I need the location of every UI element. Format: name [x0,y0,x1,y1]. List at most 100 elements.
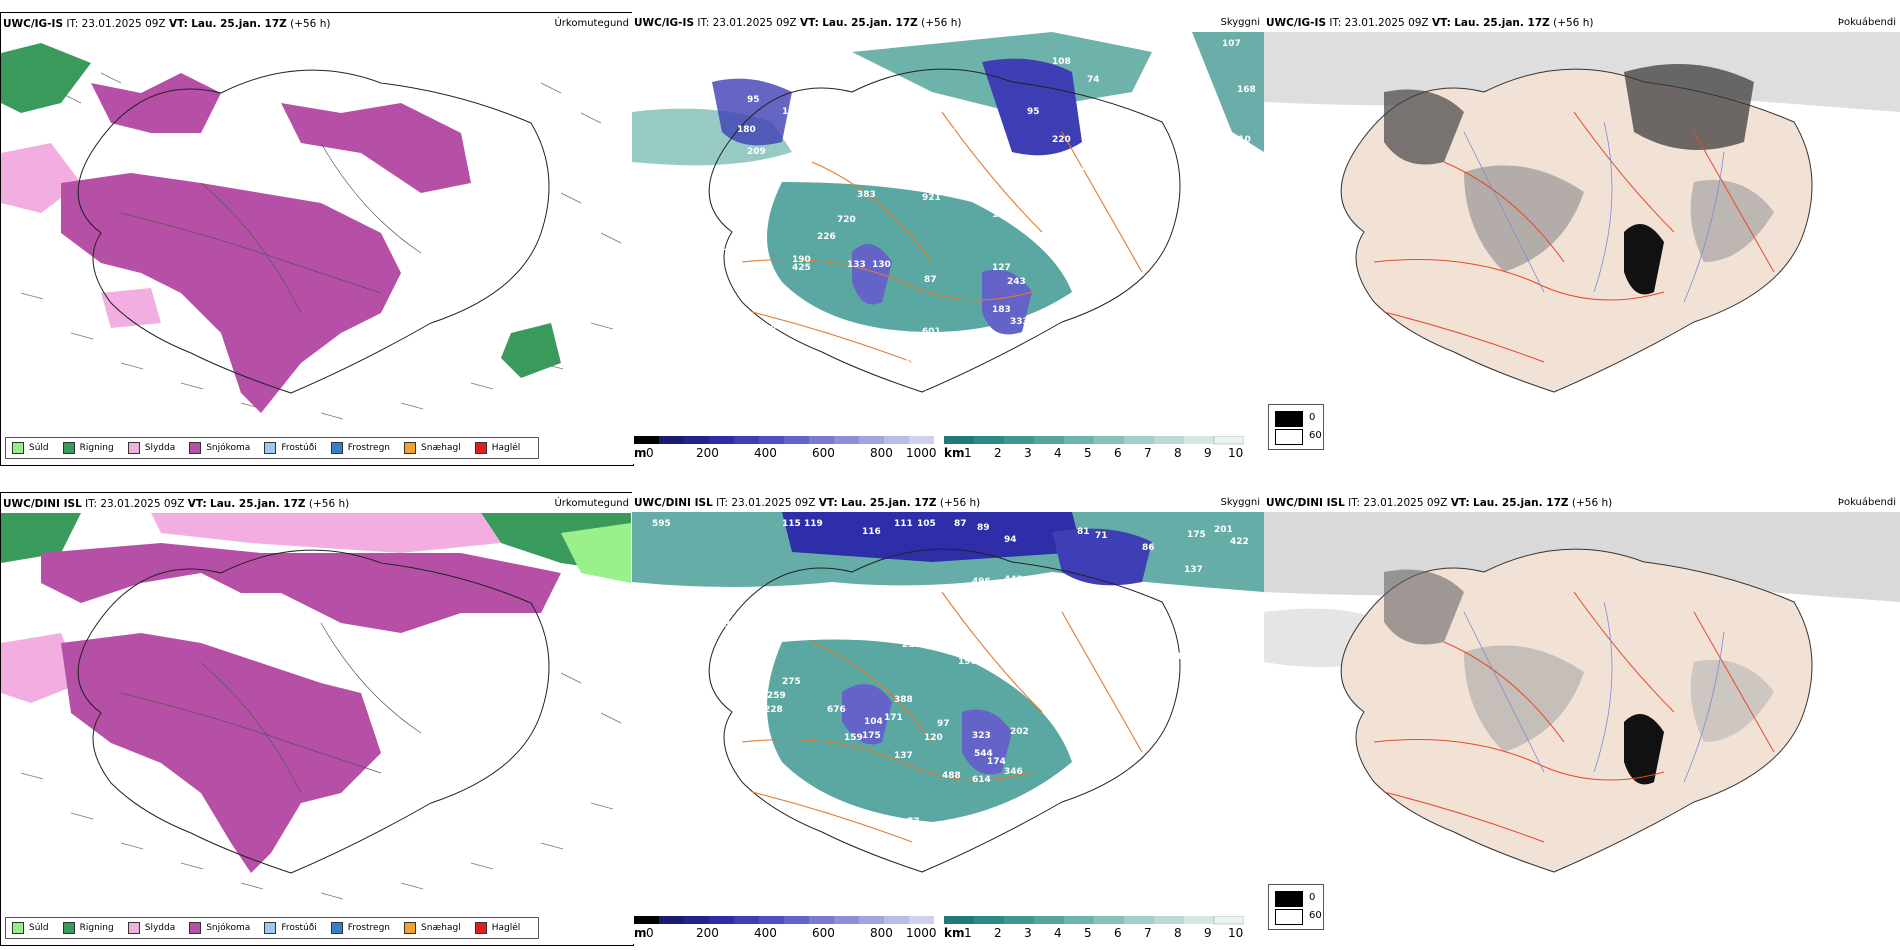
distance-scale: km 1 2 3 4 5 6 7 8 9 10 [944,436,1256,464]
svg-text:183: 183 [992,305,1011,315]
svg-text:22: 22 [764,325,777,335]
svg-text:238: 238 [924,635,943,645]
svg-text:324: 324 [742,611,761,621]
it-value: 23.01.2025 09Z [81,18,166,30]
svg-text:139: 139 [1097,173,1116,183]
svg-text:238: 238 [1060,785,1079,795]
legend-item: Frostúði [264,442,317,454]
svg-text:94: 94 [1004,535,1017,545]
svg-text:220: 220 [1052,135,1071,145]
svg-text:120: 120 [924,733,943,743]
svg-text:455: 455 [767,607,786,617]
svg-text:533: 533 [712,620,731,630]
height-unit: m [634,446,647,460]
svg-text:118: 118 [782,107,801,117]
legend-item: Snjókoma [189,922,250,934]
legend-item: Rigning [62,922,114,934]
svg-text:171: 171 [884,713,903,723]
base-labels: 107 168 210 108 74 349 315 336 220 383 9… [662,39,1256,405]
rain-region [501,323,561,378]
legend-item: Frostregn [330,442,390,454]
svg-text:119: 119 [804,519,823,529]
svg-text:383: 383 [857,190,876,200]
svg-text:275: 275 [782,677,801,687]
svg-text:372: 372 [910,839,929,849]
cloud-region [767,639,1072,822]
panel-clouds-row2: UWC/DINI ISL IT: 23.01.2025 09Z VT: Lau.… [632,492,1264,944]
svg-text:618: 618 [1170,652,1189,662]
panel-header: UWC/DINI ISL IT: 23.01.2025 09Z VT: Lau.… [1266,497,1613,509]
legend-item: Frostregn [330,922,390,934]
base-labels: 595 115 119 116 111 105 87 89 94 81 71 8… [652,519,1249,865]
coastline [77,549,550,874]
svg-text:488: 488 [942,771,961,781]
it-label: IT: [66,18,79,30]
svg-text:71: 71 [1095,531,1108,541]
svg-text:243: 243 [1007,277,1026,287]
lead-time: (+56 h) [290,18,331,30]
svg-text:116: 116 [862,527,881,537]
svg-text:333: 333 [1010,317,1029,327]
svg-text:95: 95 [1027,107,1040,117]
svg-text:226: 226 [817,232,836,242]
distance-scale: km 1 2 3 4 5 6 7 8 9 10 [944,916,1256,944]
roads [741,111,1143,363]
svg-text:595: 595 [652,519,671,529]
svg-text:159: 159 [844,733,863,743]
svg-text:87: 87 [924,275,937,285]
roads [120,622,422,794]
svg-text:174: 174 [987,757,1006,767]
svg-text:168: 168 [1237,85,1256,95]
svg-text:73: 73 [1130,125,1143,135]
fog-gray [1690,180,1774,262]
svg-text:138: 138 [720,243,739,253]
base-region [782,512,1082,562]
svg-text:429: 429 [722,695,741,705]
distance-unit: km [944,446,965,460]
height-colorbar [634,916,934,924]
panel-title: Þokuábendi [1837,17,1896,28]
snow-region [281,103,471,193]
svg-text:349: 349 [887,113,906,123]
svg-text:112: 112 [900,855,919,865]
clouds-map: 107 168 210 108 74 349 315 336 220 383 9… [632,32,1264,432]
svg-text:129: 129 [904,355,923,365]
svg-text:422: 422 [1230,537,1249,547]
legend-item: Rigning [62,442,114,454]
panel-header: UWC/DINI ISL IT: 23.01.2025 09Z VT: Lau.… [634,497,981,509]
svg-text:89: 89 [977,523,990,533]
panel-header: UWC/IG-IS IT: 23.01.2025 09Z VT: Lau. 25… [3,17,629,31]
panel-precip-type-row2: UWC/DINI ISL IT: 23.01.2025 09Z VT: Lau.… [0,492,634,946]
svg-text:180: 180 [737,125,756,135]
svg-text:108: 108 [1052,57,1071,67]
svg-text:74: 74 [1087,75,1100,85]
panel-fog-row2: UWC/DINI ISL IT: 23.01.2025 09Z VT: Lau.… [1264,492,1900,944]
precip-type-map [1,513,631,900]
vt-value: Lau. 25.jan. 17Z [191,18,287,30]
base-region [962,709,1012,775]
snow-region [41,543,561,633]
svg-text:81: 81 [1077,527,1090,537]
svg-text:111: 111 [894,519,913,529]
fog-dark [1624,224,1664,295]
svg-text:346: 346 [1004,767,1023,777]
panel-fog-row1: UWC/IG-IS IT: 23.01.2025 09Z VT: Lau. 25… [1264,12,1900,464]
svg-text:285: 285 [897,395,916,405]
svg-text:87: 87 [954,519,967,529]
svg-text:544: 544 [974,749,993,759]
legend-item: Snæhagl [404,442,461,454]
svg-text:127: 127 [992,263,1011,273]
distance-colorbar [944,436,1244,445]
roads [120,142,422,314]
wind-barbs [20,672,622,900]
snow-region [61,633,381,873]
height-scale: m 0 200 400 600 800 1000 [634,916,937,944]
panel-header: UWC/IG-IS IT: 23.01.2025 09Z VT: Lau. 25… [634,17,962,29]
svg-text:614: 614 [972,775,991,785]
base-region [842,684,892,745]
sleet-region [1,633,81,703]
svg-text:336: 336 [962,128,981,138]
distance-unit: km [944,926,965,940]
svg-text:267: 267 [1000,160,1019,170]
svg-text:201: 201 [1214,525,1233,535]
